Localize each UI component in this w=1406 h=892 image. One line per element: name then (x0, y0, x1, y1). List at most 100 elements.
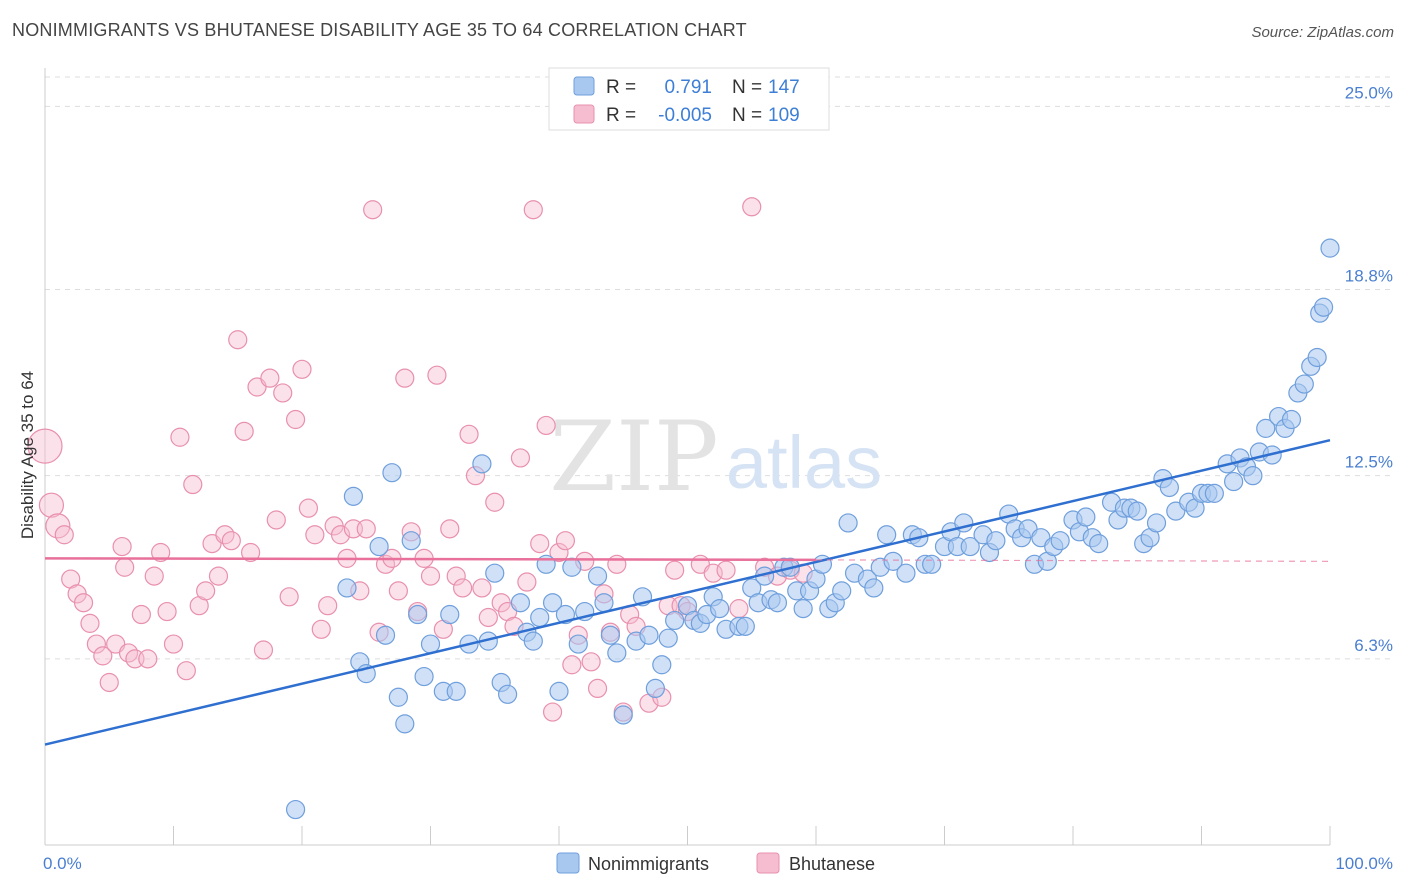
nonimmigrants-point (883, 551, 903, 571)
series-legend-swatch-bhutanese (756, 852, 780, 874)
bhutanese-point (253, 640, 274, 660)
bhutanese-point (131, 604, 151, 625)
bhutanese-point (241, 542, 261, 563)
nonimmigrants-point (1243, 466, 1263, 486)
bhutanese-point (716, 560, 736, 580)
nonimmigrants-point (1307, 347, 1327, 368)
nonimmigrants-point (864, 578, 884, 598)
nonimmigrants-point (562, 557, 582, 577)
trend-lines (44, 438, 1331, 746)
nonimmigrants-point (1224, 471, 1244, 492)
bhutanese-point (163, 634, 184, 654)
nonimmigrants-point (1204, 483, 1224, 503)
nonimmigrants-point (1159, 477, 1179, 498)
nonimmigrants-point (395, 714, 415, 734)
legend-swatch-blue (573, 76, 595, 96)
nonimmigrants-point (414, 666, 434, 687)
bhutanese-point (530, 534, 550, 554)
bhutanese-point (38, 492, 65, 518)
bhutanese-point (112, 536, 132, 557)
watermark-zip: ZIP (549, 401, 718, 513)
bhutanese-point (144, 566, 164, 586)
bhutanese-point (440, 519, 460, 539)
bhutanese-point (395, 368, 415, 388)
nonimmigrants-point (1281, 409, 1302, 430)
y-axis-label: Disability Age 35 to 64 (18, 371, 37, 539)
bhutanese-point (305, 525, 325, 545)
nonimmigrants-point (369, 536, 389, 557)
nonimmigrants-point (645, 678, 665, 699)
nonimmigrants-point (343, 486, 363, 506)
x-tick-label: 100.0% (1335, 854, 1393, 873)
bhutanese-point (115, 557, 135, 577)
bhutanese-point (138, 649, 158, 669)
series-legend-swatch-nonimmigrants (556, 852, 580, 874)
nonimmigrants-point (600, 625, 621, 645)
bhutanese-point (536, 415, 556, 436)
nonimmigrants-point (607, 643, 627, 663)
nonimmigrants-point (665, 610, 685, 631)
x-tick-label: 0.0% (43, 854, 82, 873)
bhutanese-point (607, 554, 627, 574)
nonimmigrants-points (285, 238, 1340, 820)
legend-n-value-1: 147 (768, 77, 800, 98)
bhutanese-point (196, 581, 216, 601)
chart-source: Source: ZipAtlas.com (1251, 24, 1394, 41)
axes (44, 68, 1331, 846)
bhutanese-point (176, 661, 196, 681)
bhutanese-point (427, 365, 447, 385)
bhutanese-point (446, 566, 466, 586)
nonimmigrants-point (1313, 297, 1334, 317)
nonimmigrants-point (639, 625, 659, 645)
nonimmigrants-point (549, 681, 569, 701)
nonimmigrants-point (1294, 374, 1314, 394)
nonimmigrants-point (485, 563, 505, 583)
nonimmigrants-point (1146, 513, 1167, 533)
bhutanese-point (363, 200, 383, 220)
legend-r-value-1: 0.791 (664, 77, 712, 98)
bhutanese-point (54, 525, 74, 545)
bhutanese-point (208, 566, 229, 586)
bhutanese-point (221, 531, 241, 551)
bhutanese-point (478, 607, 498, 628)
bhutanese-point (388, 581, 408, 601)
bhutanese-point (665, 560, 685, 580)
nonimmigrants-point (1127, 501, 1147, 521)
bhutanese-point (45, 513, 71, 539)
bhutanese-point (298, 498, 319, 518)
nonimmigrants-point (1050, 531, 1070, 551)
bhutanese-point (420, 566, 441, 586)
nonimmigrants-point (838, 513, 858, 533)
nonimmigrants-point (337, 578, 357, 598)
series-legend-label-bhutanese: Bhutanese (789, 854, 875, 874)
bhutanese-point (157, 601, 177, 622)
nonimmigrants-point (735, 616, 755, 636)
bhutanese-point (555, 531, 576, 551)
nonimmigrants-point (408, 604, 428, 625)
bhutanese-point (260, 368, 280, 388)
y-tick-label: 6.3% (1354, 636, 1393, 655)
bhutanese-point (86, 634, 107, 654)
series-legend-label-nonimmigrants: Nonimmigrants (588, 854, 709, 874)
bhutanese-point (279, 587, 299, 607)
nonimmigrants-point (440, 604, 460, 625)
nonimmigrants-point (530, 607, 550, 628)
nonimmigrants-trend-line (44, 438, 1331, 746)
bhutanese-point (587, 678, 608, 699)
bhutanese-trend-line-dashed (815, 559, 1331, 562)
bhutanese-point (562, 655, 582, 675)
bhutanese-point (459, 424, 479, 444)
nonimmigrants-point (420, 634, 441, 654)
bhutanese-point (73, 593, 94, 613)
chart-title: NONIMMIGRANTS VS BHUTANESE DISABILITY AG… (12, 20, 747, 40)
nonimmigrants-point (382, 463, 402, 483)
bhutanese-point (742, 197, 762, 217)
legend-n-label-2: N = (732, 105, 762, 126)
watermark-atlas: atlas (726, 421, 882, 504)
nonimmigrants-point (388, 687, 408, 707)
nonimmigrants-point (960, 536, 980, 557)
nonimmigrants-point (832, 581, 852, 601)
nonimmigrants-point (375, 625, 396, 645)
tick-labels: 6.3% 12.5% 18.8% 25.0% 0.0% 100.0% (43, 83, 1393, 873)
